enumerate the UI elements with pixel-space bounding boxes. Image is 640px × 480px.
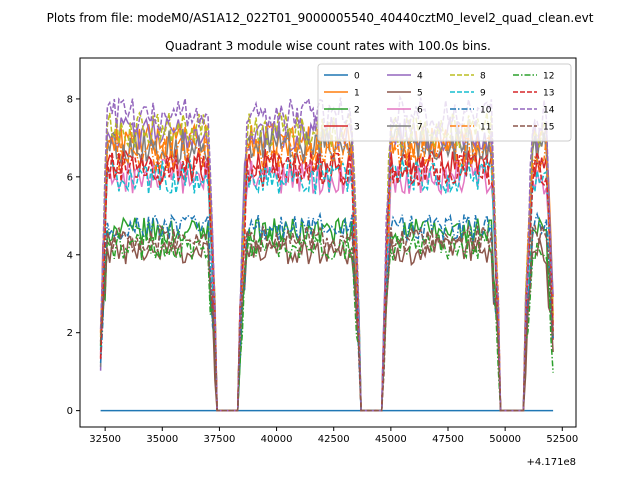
y-tick-label: 6 (67, 172, 73, 183)
y-tick-label: 8 (67, 94, 73, 105)
legend-label: 0 (354, 72, 360, 82)
legend-label: 15 (543, 123, 554, 133)
series-line-6 (99, 158, 554, 412)
x-tick-label: 45000 (375, 434, 407, 445)
x-tick-label: 40000 (261, 434, 293, 445)
legend-label: 14 (543, 106, 555, 116)
legend-label: 8 (480, 72, 486, 82)
series-line-2 (99, 216, 554, 412)
axes-title: Quadrant 3 module wise count rates with … (165, 39, 491, 53)
series-layer (99, 94, 554, 412)
legend-label: 9 (480, 89, 486, 99)
x-tick-label: 47500 (432, 434, 464, 445)
legend-label: 5 (417, 89, 423, 99)
legend-label: 4 (417, 72, 423, 82)
legend-box (317, 63, 572, 142)
x-tick-label: 35000 (146, 434, 178, 445)
legend-label: 11 (480, 123, 491, 133)
legend-label: 7 (417, 123, 423, 133)
legend-label: 10 (480, 106, 492, 116)
legend-label: 12 (543, 72, 554, 82)
series-line-5 (99, 234, 554, 412)
series-line-10 (99, 211, 554, 412)
x-offset-label: +4.171e8 (526, 457, 576, 468)
legend-label: 1 (354, 89, 360, 99)
figure-suptitle: Plots from file: modeM0/AS1A12_022T01_90… (47, 11, 594, 25)
x-tick-label: 37500 (204, 434, 236, 445)
x-tick-label: 50000 (489, 434, 521, 445)
series-line-13 (99, 151, 554, 412)
y-tick-label: 4 (67, 250, 73, 261)
axes-frame (79, 57, 577, 428)
tick-layer: 32500 35000 37500 40000 42500 45000 47500 50000… (67, 94, 579, 445)
x-tick-label: 32500 (89, 434, 121, 445)
series-line-15 (99, 222, 554, 412)
series-line-9 (99, 157, 554, 412)
legend-label: 2 (354, 106, 360, 116)
x-tick-label: 52500 (546, 434, 578, 445)
y-tick-label: 2 (67, 328, 73, 339)
x-tick-label: 42500 (318, 434, 350, 445)
series-line-3 (99, 147, 554, 412)
legend-label: 3 (354, 123, 360, 133)
y-tick-label: 0 (67, 406, 73, 417)
series-line-12 (99, 231, 554, 412)
legend-label: 6 (417, 106, 423, 116)
legend-label: 13 (543, 89, 554, 99)
